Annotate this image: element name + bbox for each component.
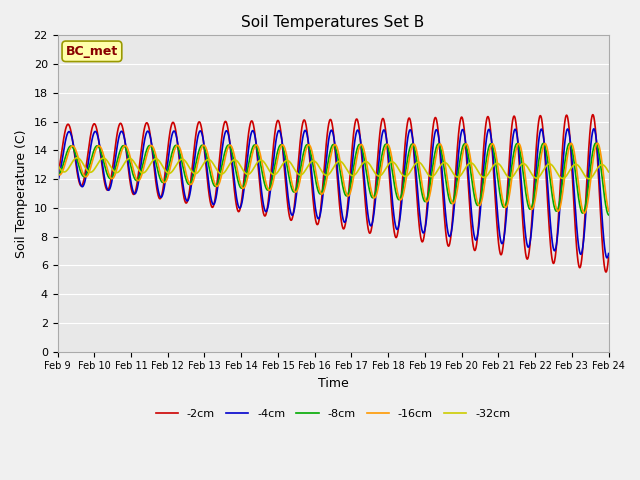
-8cm: [54, 172, 61, 178]
-8cm: [119, 143, 127, 149]
-2cm: [287, 217, 295, 223]
-16cm: [119, 146, 127, 152]
-4cm: [119, 129, 127, 135]
-4cm: [309, 180, 317, 186]
Text: BC_met: BC_met: [66, 45, 118, 58]
-16cm: [299, 163, 307, 168]
-2cm: [309, 192, 317, 198]
-2cm: [299, 120, 307, 126]
-2cm: [367, 228, 375, 234]
-16cm: [367, 187, 375, 192]
-4cm: [299, 135, 307, 141]
-2cm: [605, 254, 612, 260]
-32cm: [585, 176, 593, 181]
-4cm: [604, 255, 611, 261]
-16cm: [287, 178, 295, 183]
-16cm: [97, 144, 104, 149]
-32cm: [97, 157, 104, 163]
-8cm: [592, 140, 600, 146]
-8cm: [367, 193, 375, 199]
-16cm: [594, 140, 602, 146]
-2cm: [54, 174, 61, 180]
-32cm: [367, 164, 375, 170]
-4cm: [287, 212, 295, 217]
-2cm: [589, 112, 596, 118]
-32cm: [54, 162, 61, 168]
-4cm: [605, 251, 612, 256]
-16cm: [605, 208, 612, 214]
-4cm: [367, 223, 375, 228]
Legend: -2cm, -4cm, -8cm, -16cm, -32cm: -2cm, -4cm, -8cm, -16cm, -32cm: [151, 405, 515, 423]
-2cm: [602, 269, 610, 275]
Line: -4cm: -4cm: [58, 129, 609, 258]
Title: Soil Temperatures Set B: Soil Temperatures Set B: [241, 15, 425, 30]
-16cm: [580, 210, 588, 216]
-8cm: [97, 147, 104, 153]
-32cm: [119, 163, 127, 168]
-32cm: [309, 158, 317, 164]
Line: -16cm: -16cm: [58, 143, 609, 213]
-16cm: [54, 170, 61, 176]
-2cm: [97, 148, 104, 154]
-32cm: [605, 169, 612, 175]
-16cm: [309, 152, 317, 157]
-4cm: [54, 179, 61, 184]
-8cm: [605, 212, 612, 218]
Line: -8cm: -8cm: [58, 143, 609, 215]
-8cm: [299, 154, 307, 160]
-2cm: [119, 125, 127, 131]
-32cm: [300, 170, 307, 176]
Line: -2cm: -2cm: [58, 115, 609, 272]
-8cm: [287, 184, 295, 190]
-4cm: [590, 126, 598, 132]
-4cm: [97, 146, 104, 152]
-32cm: [73, 155, 81, 161]
Line: -32cm: -32cm: [58, 158, 609, 179]
X-axis label: Time: Time: [317, 377, 348, 390]
Y-axis label: Soil Temperature (C): Soil Temperature (C): [15, 129, 28, 258]
-8cm: [309, 160, 317, 166]
-32cm: [288, 162, 296, 168]
